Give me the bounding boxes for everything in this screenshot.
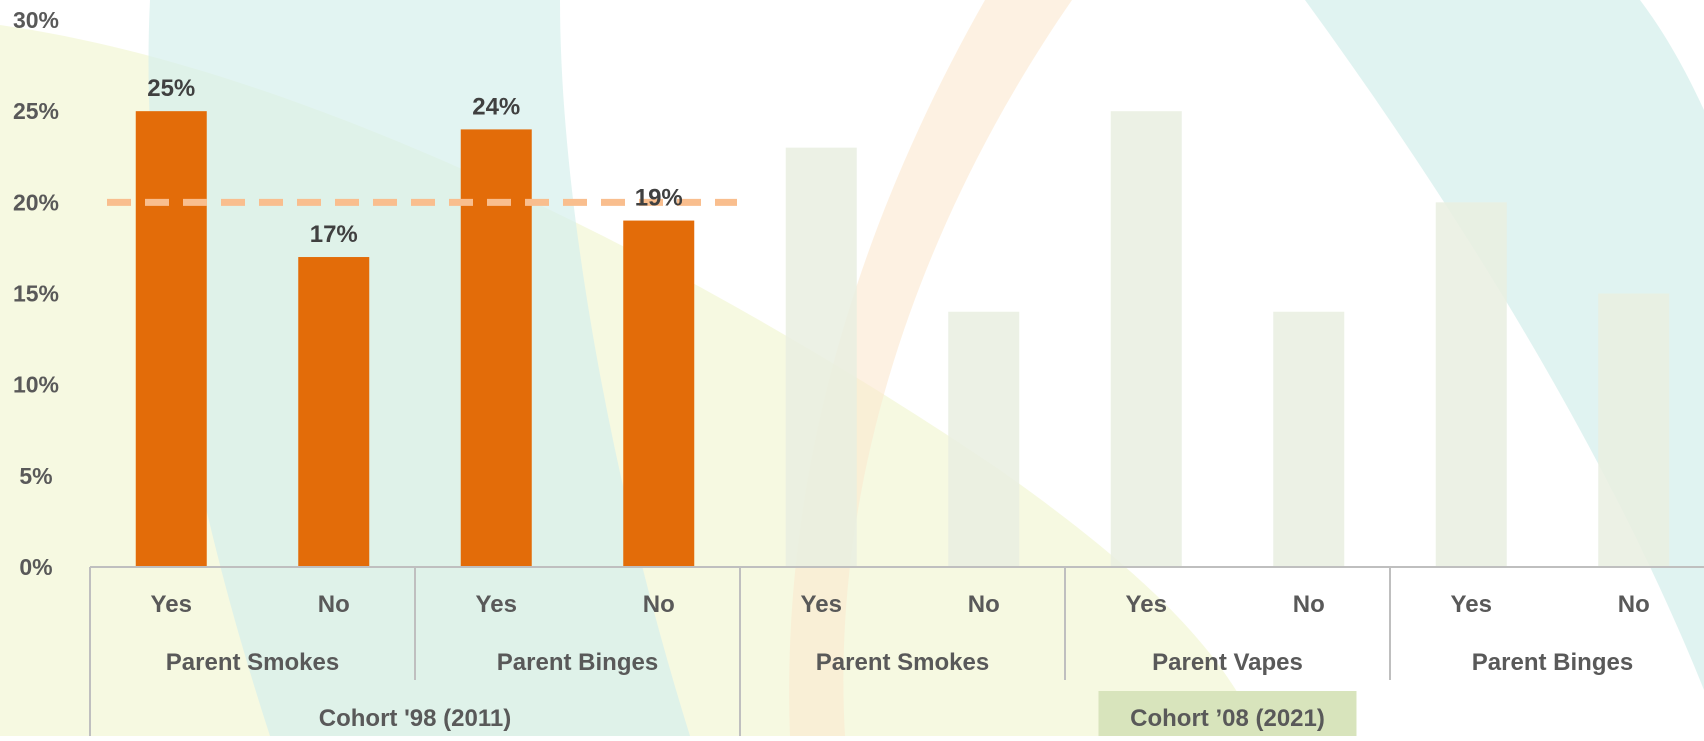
x-category-label: Yes [1126,591,1167,618]
y-tick-label: 0% [19,554,52,580]
x-category-label: No [968,591,1000,618]
y-axis: 0% 5% 10% 15% 20% 25% 30% [13,7,59,580]
data-labels: 25% 17% 24% 19% [147,75,683,248]
bars [135,111,1670,568]
x-category-label: Yes [801,591,842,618]
x-cohort-label: Cohort '98 (2011) [319,705,511,732]
bar-muted [1598,293,1670,567]
bar-muted [948,311,1020,567]
x-category-label: No [643,591,675,618]
y-tick-label: 30% [13,7,59,33]
y-tick-label: 20% [13,189,59,215]
bar-muted [785,147,857,567]
x-axis: Yes No Yes No Yes No Yes No Yes No Parent Smokes Pa… [89,566,1704,739]
bar-muted [1435,202,1507,568]
data-label: 25% [147,75,195,102]
x-group-label: Parent Smokes [166,649,339,676]
x-category-label: No [318,591,350,618]
data-label: 24% [472,93,520,120]
bar-highlighted [135,111,207,568]
x-category-label: No [1618,591,1650,618]
y-tick-label: 5% [19,463,52,489]
data-label: 19% [635,185,683,212]
bar-highlighted [460,129,532,567]
x-category-label: No [1293,591,1325,618]
x-category-label: Yes [1451,591,1492,618]
bar-highlighted [623,220,695,568]
x-group-label: Parent Smokes [816,649,989,676]
data-label: 17% [310,221,358,248]
x-group-label: Parent Binges [497,649,658,676]
cohort-highlight-badge [1098,691,1357,739]
bar-highlighted [298,257,370,567]
bar-muted [1273,311,1345,567]
x-group-label: Parent Vapes [1152,649,1303,676]
x-category-label: Yes [476,591,517,618]
background-band-teal-left [148,0,690,736]
background-band-teal-right [1305,0,1704,690]
x-group-label: Parent Binges [1472,649,1633,676]
x-category-label: Yes [151,591,192,618]
x-cohort-label: Cohort ’08 (2021) [1130,705,1325,732]
y-tick-label: 25% [13,98,59,124]
y-tick-label: 10% [13,372,59,398]
bar-muted [1110,111,1182,568]
y-tick-label: 15% [13,281,59,307]
